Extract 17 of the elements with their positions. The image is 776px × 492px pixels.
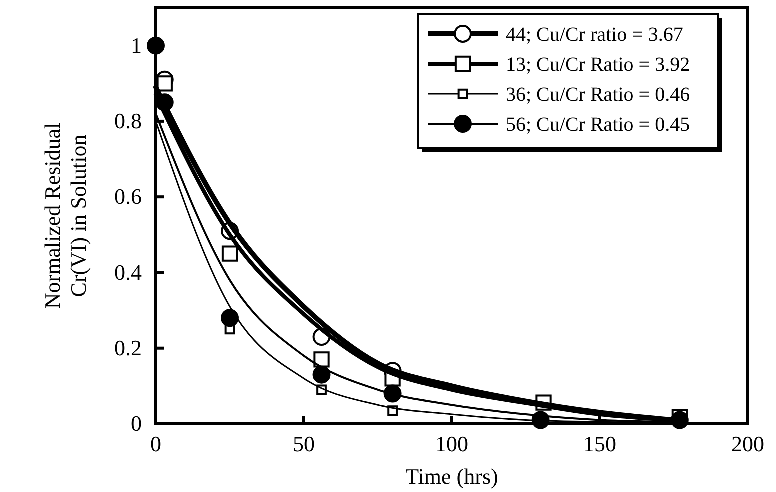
x-tick-label: 150 — [584, 432, 616, 457]
x-tick-label: 50 — [293, 432, 315, 457]
legend-label: 44; Cu/Cr ratio = 3.67 — [506, 24, 684, 46]
legend-label: 36; Cu/Cr Ratio = 0.46 — [506, 84, 690, 106]
legend-label: 13; Cu/Cr Ratio = 3.92 — [506, 54, 690, 76]
y-tick-label: 1 — [131, 32, 142, 58]
y-tick-label: 0.8 — [114, 108, 142, 134]
y-tick-label: 0.4 — [114, 260, 142, 285]
x-axis-title: Time (hrs) — [406, 464, 498, 489]
x-tick-label: 200 — [732, 432, 764, 457]
legend-label: 56; Cu/Cr Ratio = 0.45 — [506, 114, 690, 136]
x-tick-label: 100 — [436, 432, 468, 457]
y-axis-title: Normalized Residual Cr(VI) in Solution — [40, 122, 91, 310]
x-tick-label: 0 — [150, 432, 162, 457]
y-tick-label: 0.6 — [114, 184, 142, 210]
y-tick-label: 0.2 — [114, 335, 142, 360]
y-tick-label: 0 — [131, 411, 142, 436]
